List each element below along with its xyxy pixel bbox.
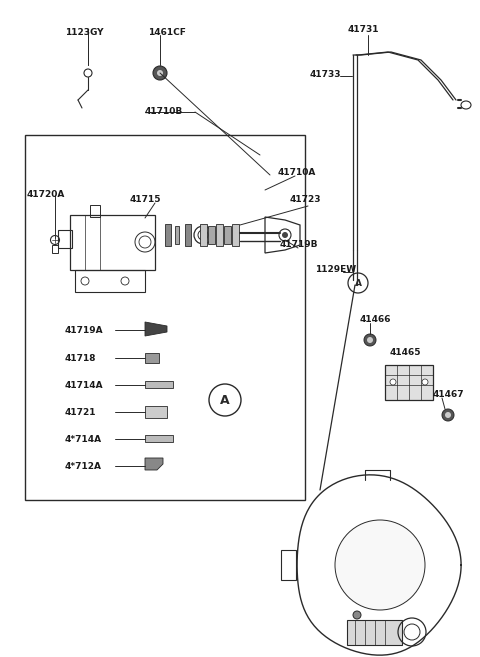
Bar <box>75 270 145 292</box>
Circle shape <box>422 379 428 385</box>
Text: 4*712A: 4*712A <box>65 462 102 471</box>
Circle shape <box>353 611 361 619</box>
Polygon shape <box>145 458 163 470</box>
Bar <box>208 226 215 244</box>
Bar <box>145 406 167 418</box>
Text: 41710A: 41710A <box>278 168 316 177</box>
Circle shape <box>367 337 373 343</box>
Bar <box>145 381 173 388</box>
Text: 41714A: 41714A <box>65 381 104 390</box>
Text: 1123GY: 1123GY <box>65 28 104 37</box>
Bar <box>200 224 207 246</box>
Text: 1129EW: 1129EW <box>315 265 356 274</box>
Circle shape <box>390 379 396 385</box>
Text: 41466: 41466 <box>360 315 392 324</box>
Text: 41715: 41715 <box>130 195 161 204</box>
Text: 41733: 41733 <box>310 70 341 79</box>
Bar <box>175 226 179 244</box>
Text: 41719A: 41719A <box>65 326 104 335</box>
Text: 41721: 41721 <box>65 408 96 417</box>
Text: 41467: 41467 <box>433 390 465 399</box>
Circle shape <box>153 66 167 80</box>
Circle shape <box>282 232 288 238</box>
Bar <box>347 620 402 645</box>
Bar <box>165 224 171 246</box>
Bar <box>281 550 296 580</box>
Polygon shape <box>145 322 167 336</box>
Circle shape <box>442 409 454 421</box>
Bar <box>185 224 191 246</box>
Text: 1461CF: 1461CF <box>148 28 186 37</box>
Bar <box>25 135 305 500</box>
Circle shape <box>279 229 291 241</box>
Text: 41719B: 41719B <box>280 240 319 249</box>
Circle shape <box>335 520 425 610</box>
Text: 41465: 41465 <box>390 348 421 357</box>
Text: 41710B: 41710B <box>145 107 183 116</box>
Circle shape <box>157 70 163 76</box>
Bar <box>145 435 173 442</box>
Text: 4*714A: 4*714A <box>65 435 102 444</box>
Bar <box>52 245 58 253</box>
Bar <box>216 224 223 246</box>
Bar <box>90 205 100 217</box>
Bar <box>58 230 72 248</box>
Text: A: A <box>220 394 230 407</box>
Text: 41731: 41731 <box>348 25 380 34</box>
Text: 41720A: 41720A <box>27 190 65 199</box>
Text: 41718: 41718 <box>65 354 96 363</box>
Circle shape <box>445 412 451 418</box>
Circle shape <box>364 334 376 346</box>
Bar <box>385 365 433 400</box>
Text: A: A <box>355 279 361 288</box>
Bar <box>224 226 231 244</box>
Bar <box>145 353 159 363</box>
Bar <box>70 215 155 270</box>
Bar <box>232 224 239 246</box>
Text: 41723: 41723 <box>290 195 322 204</box>
